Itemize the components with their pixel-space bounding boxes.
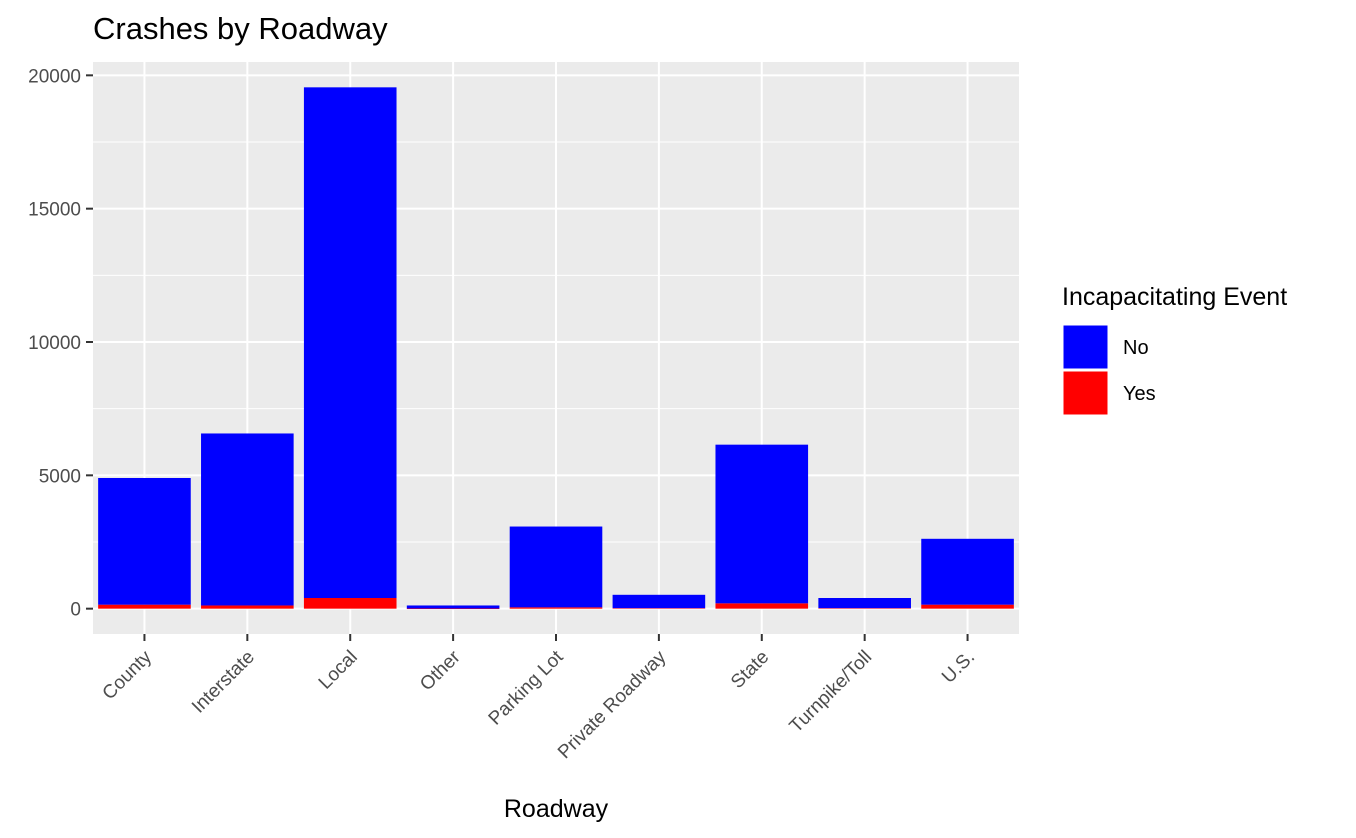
bar-yes-interstate [201,605,294,609]
bars [98,87,1014,610]
bar-no-private-roadway [612,594,706,609]
y-tick-label: 10000 [28,333,81,354]
x-tick-label: County [99,646,157,704]
bar-no-county [98,478,191,605]
bar-no-local [303,87,397,598]
x-tick-label: Parking Lot [485,646,568,729]
legend-title: Incapacitating Event [1062,283,1287,311]
legend-key-no [1062,324,1109,370]
x-tick-label: Local [315,647,362,694]
bar-yes-turnpike-toll [818,608,911,609]
legend: Incapacitating Event No Yes [1062,283,1287,416]
legend-items: No Yes [1062,324,1156,416]
bar-no-interstate [201,433,294,606]
bar-no-parking-lot [509,526,603,608]
bar-no-u-s- [921,538,1014,605]
legend-label-no: No [1123,337,1149,359]
bar-yes-county [98,604,191,609]
x-axis-title: Roadway [504,795,609,823]
x-tick-label: Private Roadway [554,646,671,763]
legend-key-yes [1062,370,1109,416]
bar-yes-local [303,598,397,609]
x-tick-label: Turnpike/Toll [786,647,877,738]
y-tick-label: 15000 [28,200,81,221]
bar-yes-u-s- [921,604,1014,609]
y-tick-label: 20000 [28,66,81,87]
x-axis: County Interstate Local Other Parking LotPri… [99,634,979,763]
bar-yes-private-roadway [612,608,706,609]
x-tick-label: Interstate [188,647,259,718]
bar-yes-parking-lot [509,607,603,609]
bar-no-turnpike-toll [818,598,911,609]
y-tick-label: 0 [70,600,81,621]
legend-label-yes: Yes [1123,383,1156,405]
x-tick-label: Other [416,646,465,695]
bar-yes-other [406,608,500,610]
y-axis: 0 5000 10000 15000 20000 [28,66,93,621]
bar-yes-state [715,603,809,609]
x-tick-label: U.S. [938,647,979,688]
chart-title: Crashes by Roadway [93,11,388,46]
x-tick-label: State [727,647,773,693]
bar-no-other [406,605,500,609]
bar-no-state [715,444,809,604]
y-tick-label: 5000 [39,466,81,487]
